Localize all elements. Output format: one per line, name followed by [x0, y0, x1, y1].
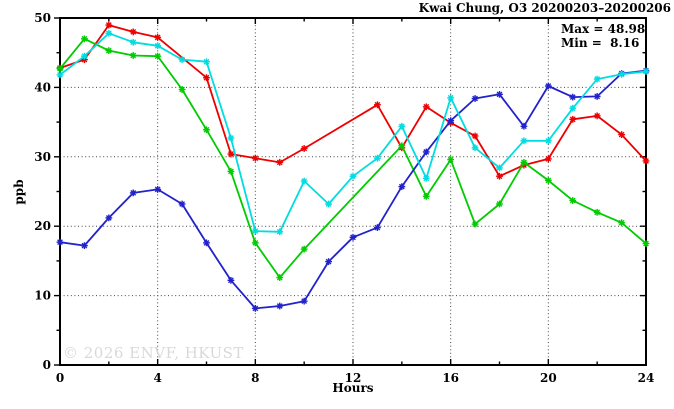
- tick-labels: 0 4 8 12 16 20 24 0 10 20 30 40 50: [34, 11, 654, 385]
- stats-min: Min = 8.16: [561, 36, 640, 50]
- x-tick-label: 8: [251, 371, 259, 385]
- series-green-line: [59, 37, 647, 279]
- y-tick-label: 0: [43, 358, 51, 372]
- stats-box: Max = 48.98 Min = 8.16: [561, 22, 645, 50]
- series-green: [56, 35, 650, 281]
- y-tick-label: 20: [34, 219, 51, 233]
- y-axis-label: ppb: [12, 179, 26, 205]
- series-cyan-markers: [56, 29, 650, 236]
- chart-title: Kwai Chung, O3 20200203–20200206: [418, 1, 671, 15]
- x-tick-label: 16: [442, 371, 459, 385]
- x-axis-label: Hours: [332, 381, 374, 395]
- y-tick-label: 40: [34, 80, 51, 94]
- x-tick-label: 12: [345, 371, 362, 385]
- watermark: © 2026 ENVF, HKUST: [63, 344, 244, 362]
- x-tick-label: 0: [56, 371, 64, 385]
- stats-max: Max = 48.98: [561, 22, 646, 36]
- x-tick-label: 24: [638, 371, 655, 385]
- y-tick-label: 10: [34, 289, 51, 303]
- x-tick-label: 20: [540, 371, 557, 385]
- gridlines: [60, 18, 646, 365]
- y-tick-label: 30: [34, 150, 51, 164]
- series-red-line: [59, 24, 647, 178]
- series-blue: [56, 67, 650, 312]
- series-cyan: [56, 29, 650, 236]
- x-tick-label: 4: [153, 371, 161, 385]
- y-tick-label: 50: [34, 11, 51, 25]
- series-blue-markers: [56, 67, 650, 312]
- axis-ticks: [54, 17, 647, 366]
- series-green-markers: [56, 35, 650, 281]
